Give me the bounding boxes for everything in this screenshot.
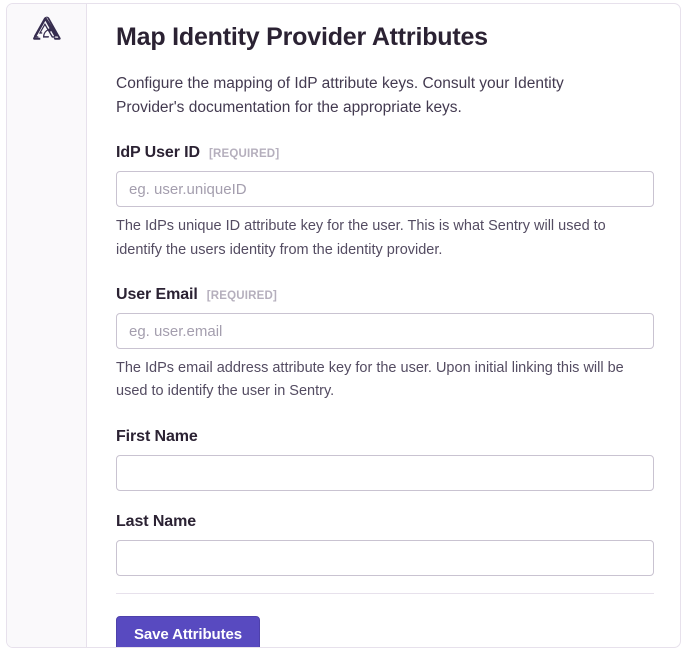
settings-panel: Map Identity Provider Attributes Configu… [6,3,681,648]
field-user-email: User Email [REQUIRED] The IdPs email add… [116,286,654,404]
field-label-row: First Name [116,428,654,446]
field-label-first-name: First Name [116,427,198,445]
input-idp-user-id[interactable] [116,171,654,208]
input-user-email[interactable] [116,313,654,349]
required-badge-idp-user-id: [REQUIRED] [208,148,280,161]
field-first-name: First Name [116,428,654,491]
field-label-idp-user-id: IdP User ID [116,144,200,162]
field-label-user-email: User Email [116,286,198,303]
sentry-logo-icon [32,15,62,43]
field-label-row: Last Name [116,513,654,531]
field-idp-user-id: IdP User ID [REQUIRED] The IdPs unique I… [116,144,654,262]
page-title: Map Identity Provider Attributes [116,23,488,51]
spacer [116,499,654,513]
field-label-last-name: Last Name [116,512,197,530]
field-label-row: IdP User ID [REQUIRED] [116,144,654,162]
field-label-row: User Email [REQUIRED] [116,286,654,304]
form-divider [116,592,654,594]
input-first-name[interactable] [116,454,654,491]
main-content: Map Identity Provider Attributes Configu… [87,4,680,647]
required-badge-user-email: [REQUIRED] [206,290,278,302]
help-text-idp-user-id: The IdPs unique ID attribute key for the… [116,218,606,258]
page-description: Configure the mapping of IdP attribute k… [116,75,564,117]
save-attributes-button[interactable]: Save Attributes [116,615,260,647]
left-sidebar [7,4,87,647]
spacer [116,412,654,428]
help-text-user-email: The IdPs email address attribute key for… [116,360,624,400]
spacer [116,270,654,286]
input-last-name[interactable] [116,539,654,576]
field-last-name: Last Name [116,513,654,576]
